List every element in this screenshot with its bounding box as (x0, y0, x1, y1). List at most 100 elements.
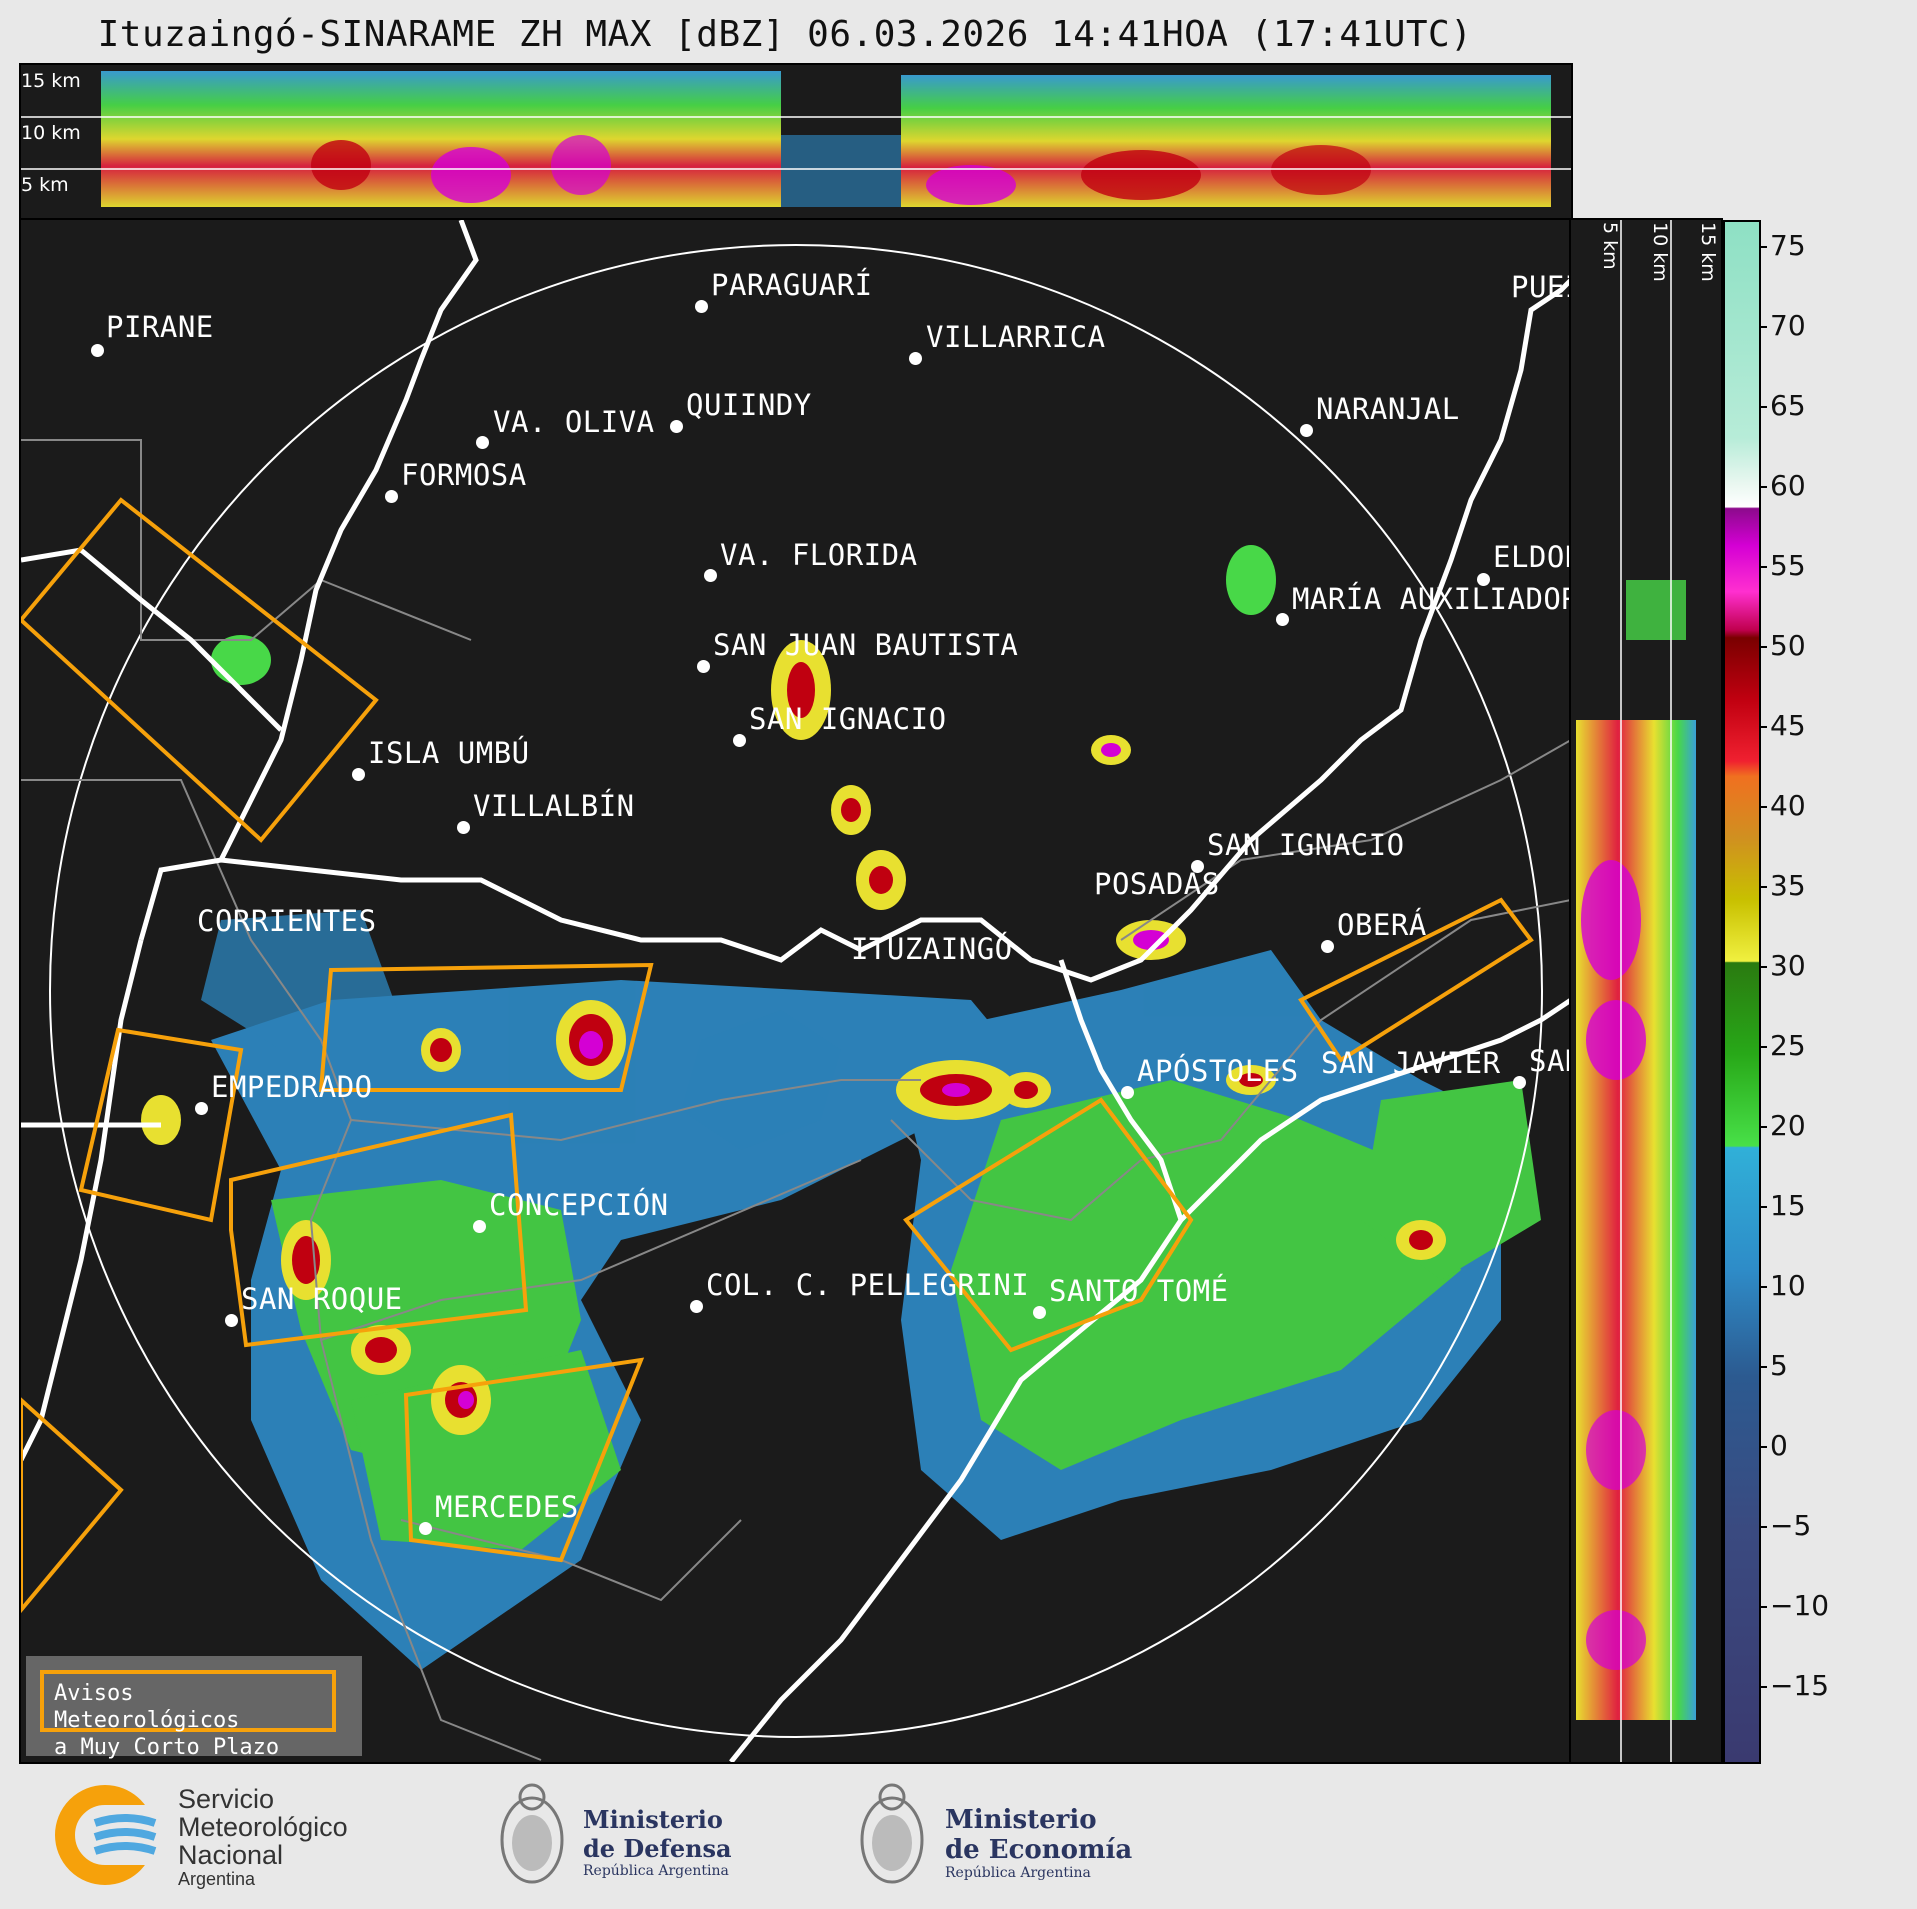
city-dot (909, 352, 922, 365)
colorbar-tick (1759, 1206, 1767, 1208)
city-dot (385, 490, 398, 503)
city-label-obera: OBERÁ (1337, 908, 1427, 942)
city-dot (695, 300, 708, 313)
city-label-maria-auxiliadora: MARÍA AUXILIADOR (1292, 582, 1573, 616)
city-label-san-javier: SAN JAVIER (1321, 1046, 1501, 1080)
height-label-10km: 10 km (21, 122, 81, 144)
colorbar-tick (1759, 1446, 1767, 1448)
height-label-10km-side: 10 km (1649, 222, 1671, 282)
colorbar-tick-label: −10 (1770, 1589, 1830, 1622)
coat-of-arms-icon (500, 1783, 564, 1884)
colorbar-tick (1759, 726, 1767, 728)
colorbar-tick (1759, 646, 1767, 648)
city-label-quiindy: QUIINDY (686, 388, 812, 422)
smn-logo-icon (55, 1785, 165, 1885)
colorbar-tick (1759, 1126, 1767, 1128)
warning-polygons[interactable] (21, 497, 1534, 1614)
colorbar-tick-label: 25 (1770, 1029, 1806, 1062)
defensa-line-2: de Defensa (583, 1834, 732, 1863)
city-dot (473, 1220, 486, 1233)
radar-map[interactable]: PIRANE PARAGUARÍ VILLARRICA VA. OLIVA QU… (19, 218, 1573, 1764)
city-label-eldorado: ELDOR (1493, 540, 1571, 574)
city-label-pirane: PIRANE (106, 310, 214, 344)
city-dot (1513, 1076, 1526, 1089)
city-label-concepcion: CONCEPCIÓN (489, 1188, 669, 1222)
chart-title: Ituzaingó-SINARAME ZH MAX [dBZ] 06.03.20… (97, 14, 1473, 55)
city-dot (476, 436, 489, 449)
colorbar-tick (1759, 326, 1767, 328)
intense-cells (141, 545, 1446, 1435)
city-dot (1321, 940, 1334, 953)
colorbar-tick-label: 35 (1770, 869, 1806, 902)
city-dot (457, 821, 470, 834)
city-label-villarrica: VILLARRICA (926, 320, 1106, 354)
city-label-ituzaingo: ITUZAINGÓ (851, 932, 1013, 966)
height-label-5km: 5 km (21, 174, 69, 196)
top-cross-section: 15 km 10 km 5 km (19, 63, 1573, 221)
warning-legend: Avisos Meteorológicos a Muy Corto Plazo (26, 1656, 362, 1760)
colorbar-tick-label: 40 (1770, 789, 1806, 822)
city-label-paraguari: PARAGUARÍ (711, 268, 873, 302)
colorbar-tick-label: 0 (1770, 1429, 1788, 1462)
colorbar-tick (1759, 806, 1767, 808)
reflectivity-colorbar (1723, 220, 1761, 1764)
city-dot (225, 1314, 238, 1327)
city-label-va-florida: VA. FLORIDA (720, 538, 918, 572)
side-cross-section: 5 km 10 km 15 km (1569, 218, 1723, 1764)
top-cross-section-graphic (21, 71, 1571, 207)
city-label-isla-umbu: ISLA UMBÚ (368, 736, 530, 770)
city-dot (1477, 573, 1490, 586)
city-label-san: SAN (1529, 1044, 1571, 1078)
colorbar-tick (1759, 1606, 1767, 1608)
colorbar-tick (1759, 486, 1767, 488)
colorbar-tick (1759, 966, 1767, 968)
height-label-5km-side: 5 km (1599, 222, 1621, 270)
colorbar-tick-label: 75 (1770, 229, 1806, 262)
colorbar-tick (1759, 1686, 1767, 1688)
radar-range-ring (49, 244, 1543, 1738)
economia-line-2: de Economía (945, 1835, 1133, 1865)
city-dot (419, 1522, 432, 1535)
city-dot (91, 344, 104, 357)
economia-line-3: República Argentina (945, 1865, 1091, 1881)
radar-map-graphic (21, 220, 1571, 1762)
city-dot (690, 1300, 703, 1313)
city-label-villalbin: VILLALBÍN (473, 789, 635, 823)
colorbar-tick-label: 10 (1770, 1269, 1806, 1302)
city-label-posadas: POSADAS (1094, 867, 1220, 901)
city-dot (733, 734, 746, 747)
colorbar-tick (1759, 886, 1767, 888)
colorbar-tick-label: 70 (1770, 309, 1806, 342)
city-label-san-roque: SAN ROQUE (241, 1282, 403, 1316)
colorbar-tick (1759, 566, 1767, 568)
city-dot (1033, 1306, 1046, 1319)
city-label-col-c-pellegrini: COL. C. PELLEGRINI (706, 1268, 1030, 1302)
legend-line-1: Avisos Meteorológicos (54, 1681, 240, 1733)
colorbar-tick (1759, 1526, 1767, 1528)
colorbar-tick-label: 60 (1770, 469, 1806, 502)
city-dot (1276, 613, 1289, 626)
height-label-15km-side: 15 km (1697, 222, 1719, 282)
city-label-santo-tome: SANTO TOMÉ (1049, 1274, 1229, 1308)
admin-boundaries (21, 439, 1571, 1761)
colorbar-tick-label: 65 (1770, 389, 1806, 422)
city-dot (352, 768, 365, 781)
smn-line-2: Meteorológico (178, 1812, 348, 1842)
colorbar-tick (1759, 1046, 1767, 1048)
warning-legend-frame: Avisos Meteorológicos a Muy Corto Plazo (40, 1670, 336, 1760)
colorbar-tick (1759, 1286, 1767, 1288)
city-dot (670, 420, 683, 433)
colorbar-tick-label: −15 (1770, 1669, 1830, 1702)
smn-line-1: Servicio (178, 1784, 275, 1814)
city-label-san-ignacio-py: SAN IGNACIO (749, 702, 947, 736)
city-dot (1191, 860, 1204, 873)
colorbar-tick-label: 45 (1770, 709, 1806, 742)
smn-line-4: Argentina (178, 1869, 256, 1889)
city-label-corrientes: CORRIENTES (197, 904, 377, 938)
city-dot (697, 660, 710, 673)
city-label-san-juan-bautista: SAN JUAN BAUTISTA (713, 628, 1019, 662)
city-label-san-ignacio-ar: SAN IGNACIO (1207, 828, 1405, 862)
colorbar-tick-label: 30 (1770, 949, 1806, 982)
colorbar-tick-label: 50 (1770, 629, 1806, 662)
colorbar-tick (1759, 246, 1767, 248)
